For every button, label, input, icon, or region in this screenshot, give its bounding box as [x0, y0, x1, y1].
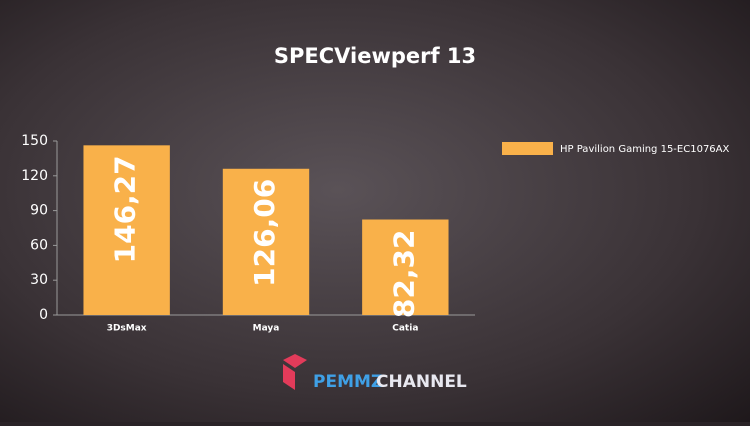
x-tick-label: 3DsMax — [107, 324, 147, 334]
value-label: 146,27 — [109, 155, 142, 263]
x-tick-label: Catia — [392, 324, 418, 334]
chart-title: SPECViewperf 13 — [274, 44, 476, 68]
bar — [362, 219, 449, 315]
value-label: 126,06 — [248, 179, 281, 287]
y-tick-label: 150 — [21, 133, 48, 149]
bar — [83, 145, 170, 315]
watermark-suffix: CHANNEL — [376, 372, 467, 392]
bar — [222, 168, 310, 315]
y-tick-label: 30 — [30, 272, 48, 288]
x-tick-label: Maya — [253, 324, 280, 334]
y-tick-label: 120 — [21, 168, 48, 184]
y-tick-label: 90 — [30, 203, 48, 219]
legend-label: HP Pavilion Gaming 15-EC1076AX — [560, 144, 730, 155]
value-label: 82,32 — [387, 230, 420, 319]
logo-icon — [283, 354, 307, 390]
y-tick-label: 60 — [30, 237, 48, 253]
legend-swatch — [502, 142, 553, 155]
y-tick-label: 0 — [39, 307, 48, 323]
watermark-brand: PEMMZ — [313, 372, 383, 392]
